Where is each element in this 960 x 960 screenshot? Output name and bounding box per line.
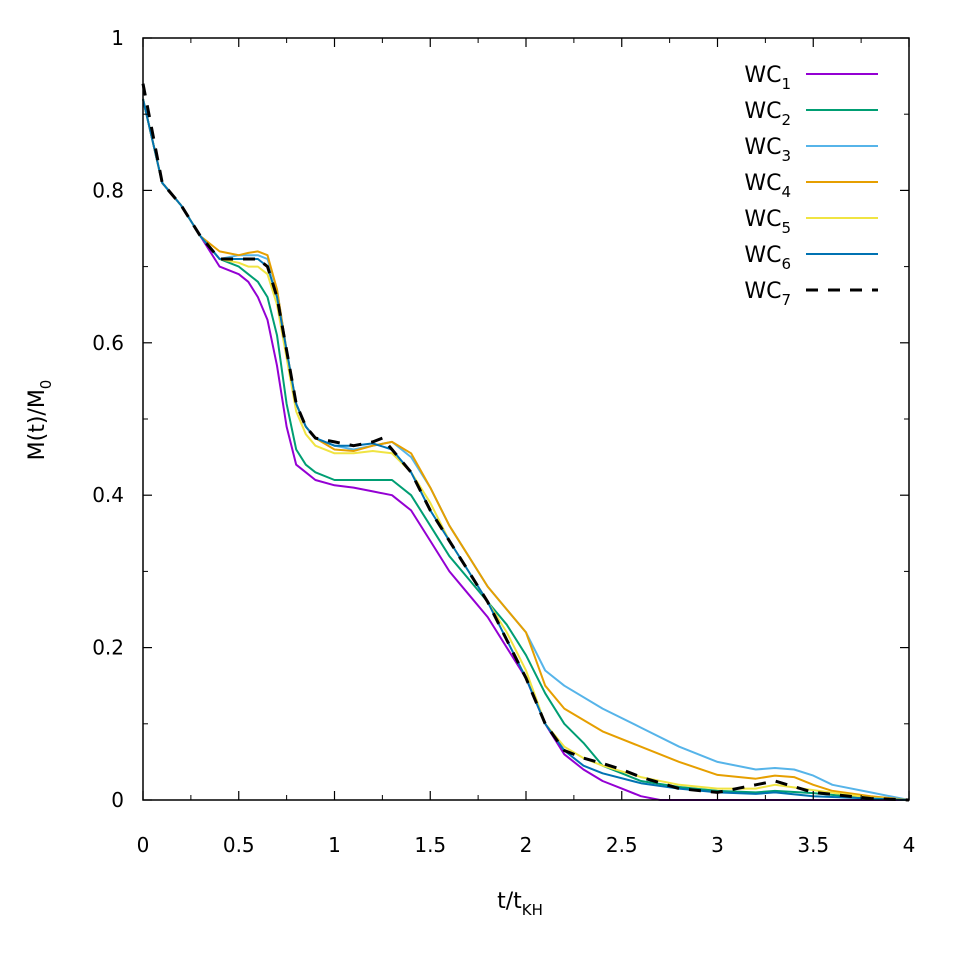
legend-label-wc1: WC1 (744, 63, 791, 93)
x-axis-label-main: t/t (497, 889, 522, 914)
x-tick-label: 1.5 (414, 833, 446, 857)
y-axis-label: M(t)/M0 (25, 380, 55, 461)
series-line-wc3 (142, 98, 910, 801)
y-tick-label: 0.4 (92, 483, 124, 507)
series-line-wc6 (142, 98, 910, 801)
legend-label-wc7: WC7 (744, 279, 791, 309)
y-tick-label: 0.2 (92, 636, 124, 660)
x-axis-ticks: 0 0.5 1 1.5 2 2.5 3 3.5 4 (137, 38, 916, 857)
x-tick-label: 3 (711, 833, 724, 857)
x-tick-label: 1 (328, 833, 341, 857)
legend-label-wc3: WC3 (744, 135, 791, 165)
plot-frame (142, 37, 910, 801)
y-tick-label: 0.6 (92, 331, 124, 355)
x-tick-label: 0 (137, 833, 150, 857)
series-lines (141, 83, 910, 802)
series-line-wc5 (142, 98, 910, 801)
y-tick-label: 0 (111, 788, 124, 812)
x-tick-label: 2 (520, 833, 533, 857)
legend-label-wc2: WC2 (744, 99, 791, 129)
y-tick-label: 0.8 (92, 178, 124, 202)
y-axis-label-main: M(t)/M (25, 389, 50, 460)
y-axis-label-sub: 0 (37, 380, 55, 390)
series-line-wc1 (142, 98, 909, 801)
y-axis-ticks: 0 0.2 0.4 0.6 0.8 1 (92, 26, 909, 812)
legend-label-wc6: WC6 (744, 243, 791, 273)
x-tick-label: 3.5 (797, 833, 829, 857)
legend-label-wc4: WC4 (744, 171, 791, 201)
series-line-wc2 (142, 98, 910, 801)
plot-border (142, 37, 910, 801)
x-axis-label-sub: KH (522, 901, 543, 919)
legend-label-wc5: WC5 (744, 207, 791, 237)
x-tick-label: 2.5 (606, 833, 638, 857)
y-tick-label: 1 (111, 26, 124, 50)
x-tick-label: 4 (903, 833, 916, 857)
series-line-wc7 (141, 83, 910, 802)
x-tick-label: 0.5 (223, 833, 255, 857)
series-line-wc4 (142, 98, 910, 801)
legend: WC1 WC2 WC3 WC4 WC5 WC6 WC7 (744, 63, 878, 309)
x-axis-label: t/tKH (497, 889, 543, 919)
